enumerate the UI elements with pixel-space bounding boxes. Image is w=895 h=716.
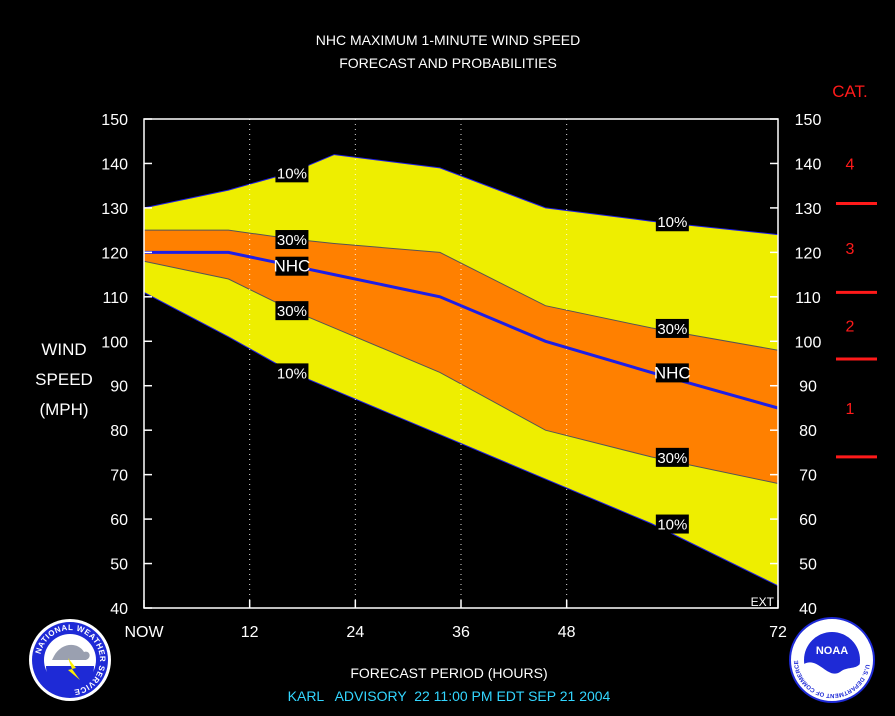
band-edge-lower_10 bbox=[143, 291, 779, 587]
y-tick-label-left: 140 bbox=[101, 156, 128, 173]
y-tick-label-right: 100 bbox=[795, 334, 822, 351]
x-axis-label: FORECAST PERIOD (HOURS) bbox=[350, 665, 547, 681]
y-tick-label-left: 130 bbox=[101, 201, 128, 218]
probability-label-text: 10% bbox=[657, 214, 687, 231]
y-tick-label-right: 150 bbox=[795, 112, 822, 129]
probability-label: NHC bbox=[274, 256, 311, 276]
y-axis-label: WIND SPEED (MPH) bbox=[35, 340, 93, 419]
nhc-forecast-line bbox=[144, 250, 779, 410]
probability-label: 10% bbox=[655, 514, 689, 534]
band-30-percent bbox=[144, 230, 778, 484]
y-tick-label-left: 90 bbox=[110, 379, 128, 396]
probability-label-bg bbox=[655, 212, 689, 232]
y-tick-label-left: 150 bbox=[101, 112, 128, 129]
x-tick-label: 36 bbox=[452, 624, 470, 641]
y-tick-label-left: 40 bbox=[110, 601, 128, 618]
advisory-line: KARL ADVISORY 22 11:00 PM EDT SEP 21 200… bbox=[288, 688, 611, 704]
y-axis-label-line2: SPEED bbox=[35, 370, 93, 389]
probability-label-text: NHC bbox=[274, 257, 311, 276]
y-tick-label-right: 110 bbox=[795, 290, 821, 307]
nws-logo: NATIONAL WEATHER SERVICE bbox=[29, 619, 111, 701]
probability-label: 30% bbox=[275, 230, 309, 250]
y-tick-label-left: 70 bbox=[110, 468, 128, 485]
x-tick-label: 24 bbox=[346, 624, 364, 641]
probability-label-text: 10% bbox=[277, 365, 307, 382]
y-tick-label-left: 120 bbox=[101, 245, 128, 262]
x-axis-ticks: NOW 12 24 36 48 72 bbox=[124, 600, 787, 641]
y-tick-label-left: 100 bbox=[101, 334, 128, 351]
probability-label-bg bbox=[275, 256, 309, 276]
category-label: 3 bbox=[846, 241, 855, 258]
probability-label-bg bbox=[275, 163, 309, 183]
y-axis-ticks: 40 40 50 50 60 60 70 70 80 80 90 90 100 100 110 110 120 1… bbox=[101, 112, 821, 618]
y-tick-label-right: 60 bbox=[799, 512, 817, 529]
x-tick-label: 72 bbox=[769, 624, 787, 641]
probability-label-bg bbox=[655, 318, 689, 338]
probability-label: 30% bbox=[655, 318, 689, 338]
probability-label-text: 10% bbox=[277, 165, 307, 182]
x-tick-label: NOW bbox=[124, 624, 164, 641]
probability-labels: 10% 30% NHC 30% 10% 10% 30% NHC 30% 10% bbox=[274, 163, 691, 534]
probability-label-bg bbox=[275, 230, 309, 250]
ext-label: EXT bbox=[751, 595, 775, 609]
probability-label-text: 30% bbox=[277, 232, 307, 249]
probability-label-bg bbox=[655, 447, 689, 467]
y-tick-label-left: 80 bbox=[110, 423, 128, 440]
probability-label: NHC bbox=[654, 363, 691, 383]
y-tick-label-left: 50 bbox=[110, 557, 128, 574]
probability-label: 10% bbox=[655, 212, 689, 232]
category-label: 4 bbox=[846, 156, 855, 173]
y-tick-label-right: 130 bbox=[795, 201, 822, 218]
chart-title-line1: NHC MAXIMUM 1-MINUTE WIND SPEED bbox=[316, 32, 580, 48]
noaa-logo: NOAA U.S. DEPARTMENT OF COMMERCE bbox=[789, 617, 875, 703]
probability-label-text: NHC bbox=[654, 363, 691, 382]
y-tick-label-left: 60 bbox=[110, 512, 128, 529]
y-tick-label-right: 40 bbox=[799, 601, 817, 618]
x-tick-label: 48 bbox=[558, 624, 576, 641]
category-title: CAT. bbox=[832, 82, 868, 101]
probability-label-bg bbox=[655, 514, 689, 534]
probability-label: 30% bbox=[275, 301, 309, 321]
x-tick-label: 12 bbox=[241, 624, 259, 641]
chart-title-line2: FORECAST AND PROBABILITIES bbox=[339, 55, 557, 71]
category-label: 2 bbox=[846, 319, 855, 336]
nhc-line-path bbox=[144, 250, 779, 410]
probability-label-bg bbox=[275, 301, 309, 321]
probability-label: 30% bbox=[655, 447, 689, 467]
band-edge-upper_30 bbox=[144, 229, 779, 351]
noaa-logo-text: NOAA bbox=[816, 645, 848, 657]
probability-label-text: 30% bbox=[657, 450, 687, 467]
y-axis-label-line3: (MPH) bbox=[39, 400, 88, 419]
probability-label-bg bbox=[655, 363, 689, 383]
y-tick-label-right: 90 bbox=[799, 379, 817, 396]
y-tick-label-left: 110 bbox=[102, 290, 128, 307]
y-tick-label-right: 80 bbox=[799, 423, 817, 440]
probability-label-text: 30% bbox=[657, 321, 687, 338]
y-tick-label-right: 140 bbox=[795, 156, 822, 173]
y-tick-label-right: 50 bbox=[799, 557, 817, 574]
category-scale: CAT. 1 2 3 4 bbox=[832, 82, 877, 459]
y-tick-label-right: 120 bbox=[795, 245, 822, 262]
probability-label: 10% bbox=[275, 163, 309, 183]
category-label: 1 bbox=[846, 401, 855, 418]
probability-label-bg bbox=[275, 363, 309, 383]
probability-label-text: 10% bbox=[657, 517, 687, 534]
band-edge-upper_10 bbox=[143, 154, 779, 236]
band-edge-lower_30 bbox=[143, 260, 779, 484]
probability-label: 10% bbox=[275, 363, 309, 383]
y-tick-label-right: 70 bbox=[799, 468, 817, 485]
y-axis-label-line1: WIND bbox=[41, 340, 86, 359]
probability-label-text: 30% bbox=[277, 303, 307, 320]
